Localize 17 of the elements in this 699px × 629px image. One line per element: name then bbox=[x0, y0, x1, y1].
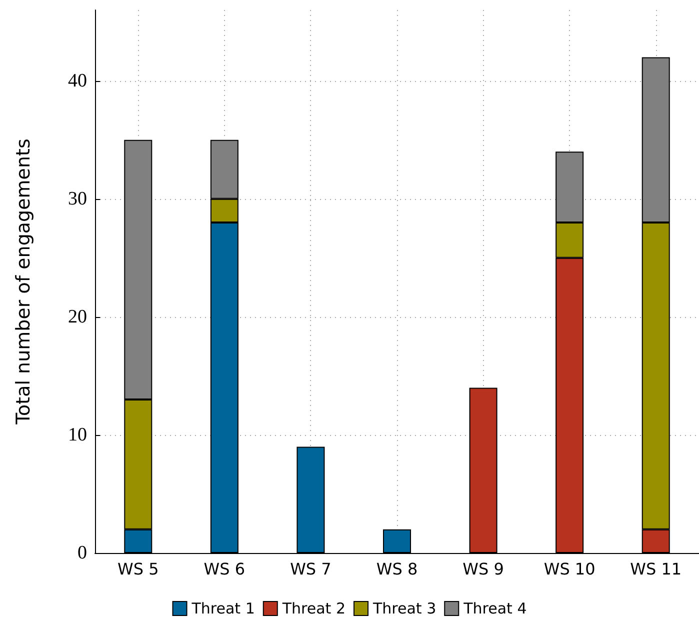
y-tick-label: 20 bbox=[68, 306, 87, 328]
legend-label: Threat 1 bbox=[190, 600, 255, 618]
y-axis-title: Total number of engagements bbox=[12, 138, 34, 426]
legend-label: Threat 4 bbox=[462, 600, 527, 618]
y-tick-label: 0 bbox=[78, 542, 87, 564]
x-tick-label: WS 10 bbox=[544, 560, 596, 578]
legend-label: Threat 2 bbox=[281, 600, 346, 618]
x-tick-label: WS 5 bbox=[118, 560, 159, 578]
x-tick-label: WS 7 bbox=[290, 560, 332, 578]
x-tick-label: WS 11 bbox=[630, 560, 682, 578]
y-tick-label: 10 bbox=[68, 424, 87, 446]
x-tick-label: WS 8 bbox=[376, 560, 418, 578]
y-tick-label: 40 bbox=[68, 70, 87, 92]
legend-label: Threat 3 bbox=[372, 600, 436, 618]
x-tick-label: WS 9 bbox=[462, 560, 504, 578]
x-tick-label: WS 6 bbox=[204, 560, 246, 578]
y-tick-label: 30 bbox=[68, 188, 87, 210]
